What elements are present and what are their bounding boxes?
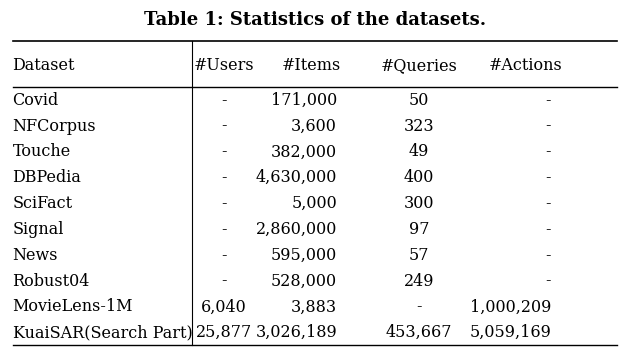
Text: Covid: Covid bbox=[13, 92, 59, 109]
Text: -: - bbox=[221, 143, 226, 160]
Text: SciFact: SciFact bbox=[13, 195, 72, 212]
Text: -: - bbox=[546, 221, 551, 238]
Text: 97: 97 bbox=[409, 221, 429, 238]
Text: 3,600: 3,600 bbox=[291, 118, 337, 135]
Text: 382,000: 382,000 bbox=[271, 143, 337, 160]
Text: 1,000,209: 1,000,209 bbox=[470, 298, 551, 315]
Text: 171,000: 171,000 bbox=[271, 92, 337, 109]
Text: -: - bbox=[546, 118, 551, 135]
Text: #Items: #Items bbox=[282, 57, 341, 74]
Text: #Actions: #Actions bbox=[489, 57, 563, 74]
Text: -: - bbox=[221, 92, 226, 109]
Text: Dataset: Dataset bbox=[13, 57, 75, 74]
Text: -: - bbox=[546, 143, 551, 160]
Text: Touche: Touche bbox=[13, 143, 71, 160]
Text: #Queries: #Queries bbox=[381, 57, 457, 74]
Text: 3,883: 3,883 bbox=[291, 298, 337, 315]
Text: 595,000: 595,000 bbox=[271, 247, 337, 264]
Text: 249: 249 bbox=[404, 273, 434, 290]
Text: #Users: #Users bbox=[193, 57, 254, 74]
Text: 5,000: 5,000 bbox=[291, 195, 337, 212]
Text: 528,000: 528,000 bbox=[271, 273, 337, 290]
Text: Signal: Signal bbox=[13, 221, 64, 238]
Text: -: - bbox=[221, 118, 226, 135]
Text: -: - bbox=[416, 298, 421, 315]
Text: -: - bbox=[546, 92, 551, 109]
Text: -: - bbox=[546, 247, 551, 264]
Text: -: - bbox=[221, 247, 226, 264]
Text: -: - bbox=[546, 195, 551, 212]
Text: KuaiSAR(Search Part): KuaiSAR(Search Part) bbox=[13, 324, 192, 341]
Text: 453,667: 453,667 bbox=[386, 324, 452, 341]
Text: -: - bbox=[221, 169, 226, 186]
Text: 6,040: 6,040 bbox=[201, 298, 246, 315]
Text: 5,059,169: 5,059,169 bbox=[469, 324, 551, 341]
Text: 49: 49 bbox=[409, 143, 429, 160]
Text: 50: 50 bbox=[409, 92, 429, 109]
Text: 25,877: 25,877 bbox=[195, 324, 252, 341]
Text: NFCorpus: NFCorpus bbox=[13, 118, 96, 135]
Text: 2,860,000: 2,860,000 bbox=[256, 221, 337, 238]
Text: Table 1: Statistics of the datasets.: Table 1: Statistics of the datasets. bbox=[144, 11, 486, 29]
Text: 3,026,189: 3,026,189 bbox=[255, 324, 337, 341]
Text: -: - bbox=[221, 195, 226, 212]
Text: 300: 300 bbox=[404, 195, 434, 212]
Text: -: - bbox=[221, 221, 226, 238]
Text: Robust04: Robust04 bbox=[13, 273, 90, 290]
Text: 4,630,000: 4,630,000 bbox=[256, 169, 337, 186]
Text: 400: 400 bbox=[404, 169, 434, 186]
Text: -: - bbox=[546, 169, 551, 186]
Text: DBPedia: DBPedia bbox=[13, 169, 81, 186]
Text: News: News bbox=[13, 247, 58, 264]
Text: MovieLens-1M: MovieLens-1M bbox=[13, 298, 133, 315]
Text: -: - bbox=[546, 273, 551, 290]
Text: 323: 323 bbox=[404, 118, 434, 135]
Text: 57: 57 bbox=[409, 247, 429, 264]
Text: -: - bbox=[221, 273, 226, 290]
